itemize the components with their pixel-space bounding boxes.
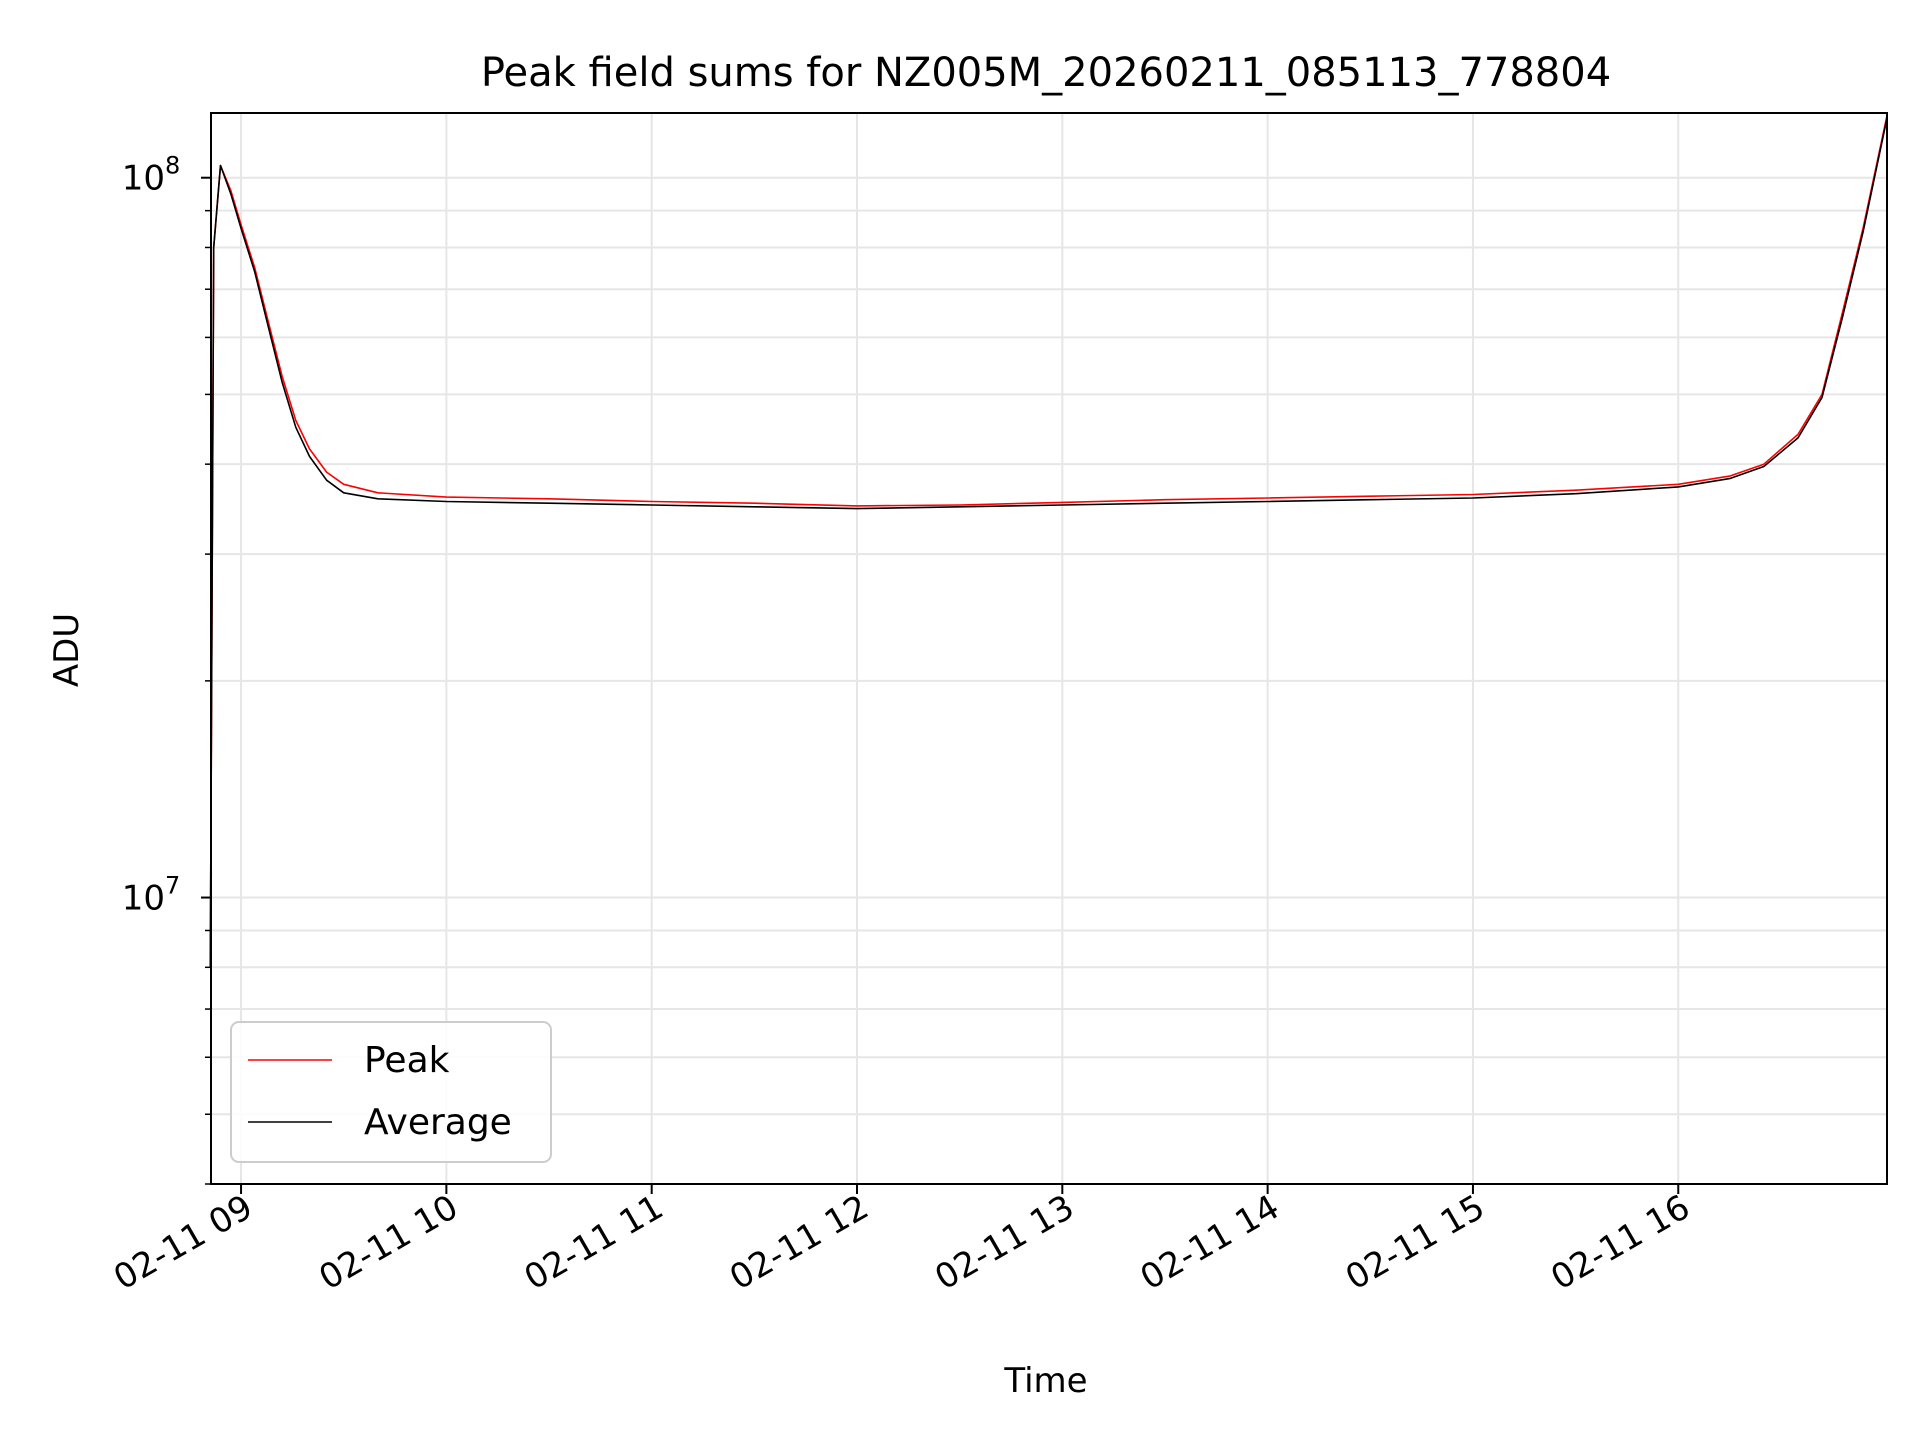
legend-box (230, 1021, 552, 1163)
legend: Peak Average (230, 1021, 552, 1163)
series-layer (209, 115, 1888, 968)
chart-title: Peak field sums for NZ005M_20260211_0851… (481, 50, 1611, 96)
y-axis-label: ADU (47, 613, 87, 687)
y-tick-label: 108 (122, 152, 181, 199)
x-axis-label: Time (1003, 1361, 1087, 1401)
legend-label-average: Average (364, 1102, 512, 1143)
legend-label-peak: Peak (364, 1040, 450, 1081)
y-tick-label: 107 (122, 872, 181, 919)
series-line-peak (209, 115, 1888, 968)
series-line-average (209, 117, 1888, 968)
plot-frame (210, 112, 1888, 1185)
